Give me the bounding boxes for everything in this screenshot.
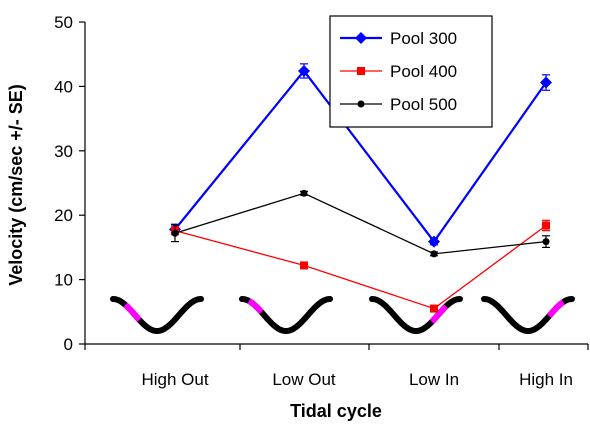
legend-label: Pool 400 [390,62,457,81]
series-line [174,69,547,244]
tide-cycle-icons [110,296,575,335]
data-point [428,235,440,248]
y-tick-label: 20 [54,206,73,225]
data-point [540,76,552,89]
data-point [430,250,438,258]
data-point [300,261,308,270]
data-point [300,189,308,197]
legend-item: Pool 300 [340,29,457,48]
x-axis-title: Tidal cycle [290,401,382,421]
axes [84,22,588,345]
x-category-label: High In [519,370,573,389]
tide-phase-highlight [247,298,264,315]
legend: Pool 300 Pool 400 Pool 500 [329,15,493,128]
y-axis-title: Velocity (cm/sec +/- SE) [6,84,26,286]
series-layer [169,63,552,313]
y-ticks: 0 10 20 30 40 50 [54,13,85,354]
data-point [171,229,179,237]
data-point [298,64,310,77]
x-category-label: Low Out [272,370,336,389]
legend-marker [355,32,367,44]
y-tick-label: 40 [54,77,73,96]
y-tick-label: 0 [64,335,73,354]
y-tick-label: 30 [54,142,73,161]
series-pool-500 [171,189,550,258]
legend-item: Pool 500 [340,95,457,114]
tide-wave-icon [369,296,463,335]
x-ticks: High Out Low Out Low In High In [84,344,589,389]
y-tick-label: 10 [54,271,73,290]
legend-item: Pool 400 [340,62,457,81]
tide-phase-highlight [123,302,142,323]
tide-wave-icon [110,296,204,335]
x-category-label: Low In [409,370,459,389]
legend-marker [357,100,365,108]
data-point [430,304,438,313]
legend-label: Pool 500 [390,95,457,114]
legend-label: Pool 300 [390,29,457,48]
tide-phase-highlight [546,299,565,319]
data-point [542,221,550,230]
x-category-label: High Out [141,370,208,389]
legend-marker [357,67,365,75]
data-point [542,238,550,246]
series-line [174,192,547,255]
tide-phase-highlight [429,304,449,324]
y-tick-label: 50 [54,13,73,32]
series-line [174,224,547,310]
